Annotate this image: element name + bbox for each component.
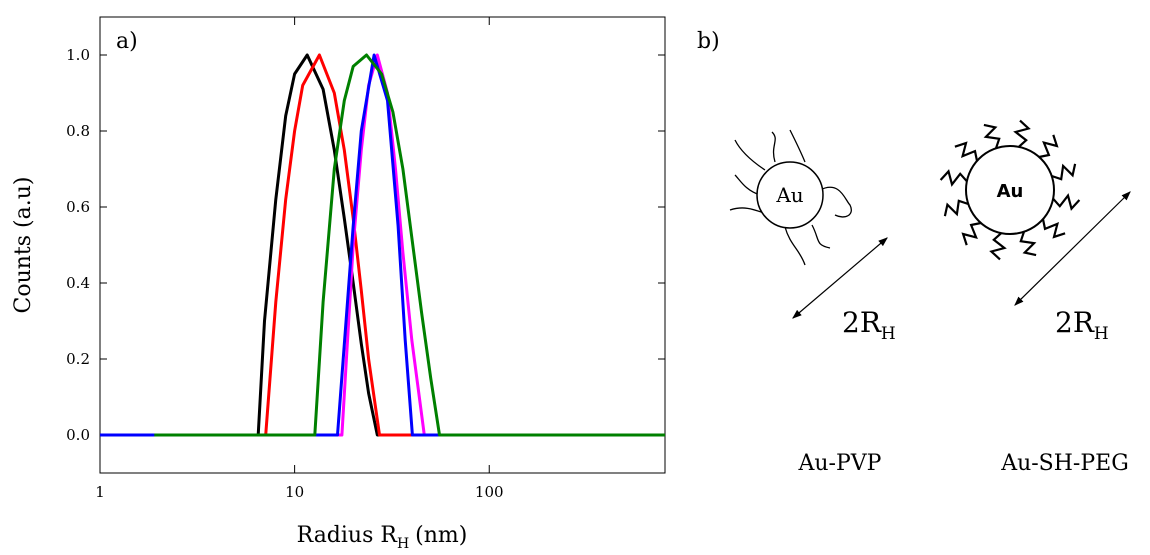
peg-chain xyxy=(939,169,968,187)
peg-chain xyxy=(961,221,982,246)
y-tick-label: 0.0 xyxy=(66,426,90,444)
y-tick-label: 0.2 xyxy=(66,350,90,368)
x-tick-label: 10 xyxy=(285,483,304,501)
size-label-sub: H xyxy=(881,324,896,344)
panel-label: b) xyxy=(697,29,720,54)
diagram: b) Au Au 2RH 2RH Au-PVP Au-SH-PEG xyxy=(697,29,1131,476)
x-tick-label: 100 xyxy=(475,483,504,501)
size-label-main: 2R xyxy=(842,306,882,339)
plot-frame xyxy=(99,16,666,474)
data-line xyxy=(100,53,665,437)
size-arrow xyxy=(1014,191,1131,306)
data-line xyxy=(100,53,665,437)
peg-chain xyxy=(989,232,1007,261)
peg-chain xyxy=(1019,231,1037,257)
peg-chains xyxy=(939,119,1081,261)
peg-chain xyxy=(1013,119,1031,148)
size-label-main: 2R xyxy=(1055,306,1095,339)
size-arrow xyxy=(792,237,888,319)
peg-chain xyxy=(983,123,1001,149)
data-line xyxy=(100,53,665,437)
data-line xyxy=(144,53,665,437)
panel-label: a) xyxy=(116,29,138,54)
peg-chain xyxy=(1051,163,1077,181)
size-label: 2RH xyxy=(1055,306,1109,344)
data-line xyxy=(154,53,665,437)
peg-chain xyxy=(1038,134,1059,159)
gold-core xyxy=(756,161,824,229)
peg-chain xyxy=(1052,193,1081,211)
peg-chain xyxy=(954,141,979,162)
core-label: Au xyxy=(997,181,1024,202)
caption: Au-SH-PEG xyxy=(1000,451,1129,476)
y-tick-label: 0.8 xyxy=(66,122,90,140)
size-label: 2RH xyxy=(842,306,896,344)
y-tick-label: 0.4 xyxy=(66,274,90,292)
y-tick-label: 0.6 xyxy=(66,198,90,216)
y-tick-label: 1.0 xyxy=(66,46,90,64)
caption: Au-PVP xyxy=(798,451,882,476)
x-axis-label-tail: (nm) xyxy=(415,523,467,548)
x-axis-label-sub: H xyxy=(397,536,409,551)
x-axis-label-main: Radius R xyxy=(297,523,399,548)
peg-chain xyxy=(1041,218,1066,239)
peg-chain xyxy=(943,199,969,217)
x-axis-label: Radius RH (nm) xyxy=(297,523,468,551)
size-label-sub: H xyxy=(1094,324,1109,344)
y-axis-label: Counts (a.u) xyxy=(11,177,36,314)
x-tick-label: 1 xyxy=(95,483,105,501)
core-label: Au xyxy=(775,183,803,207)
